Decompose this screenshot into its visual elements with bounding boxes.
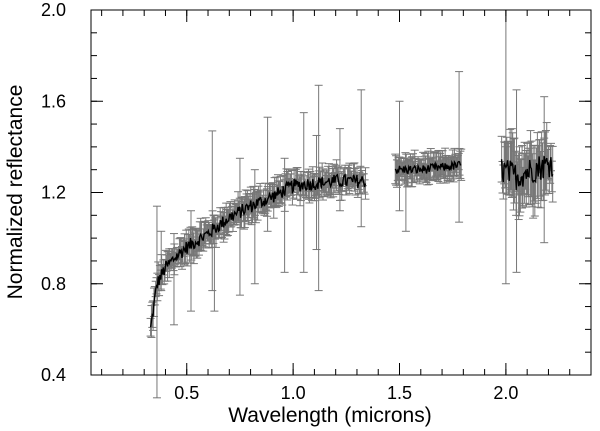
errorbars-layer — [146, 9, 557, 399]
outlier-errorbar — [280, 157, 289, 273]
outlier-errorbar — [395, 100, 404, 212]
outlier-errorbar — [312, 134, 321, 251]
data-series-nir-k-band — [500, 156, 554, 191]
outlier-errorbar — [335, 128, 344, 212]
outlier-errorbar — [152, 205, 161, 399]
y-axis-label: Normalized reflectance — [4, 85, 27, 300]
y-tick-label: 1.6 — [41, 91, 66, 111]
outlier-errorbar — [208, 130, 217, 292]
x-tick-label: 0.5 — [174, 383, 199, 403]
outlier-errorbar — [357, 89, 366, 228]
data-series-visible-1 — [149, 173, 367, 328]
outlier-errorbar — [210, 219, 219, 312]
x-axis-label: Wavelength (microns) — [228, 404, 431, 427]
outlier-errorbar — [455, 71, 464, 223]
errorbar-nir-h-band — [457, 148, 466, 181]
errorbar-visible-1 — [361, 167, 370, 200]
outlier-errorbar — [299, 112, 308, 273]
outlier-errorbar — [250, 169, 259, 285]
outlier-errorbar — [187, 210, 195, 312]
errorbar-nir-h-band — [391, 153, 400, 185]
x-tick-label: 2.0 — [493, 383, 518, 403]
x-tick-label: 1.0 — [281, 383, 306, 403]
outlier-errorbar — [157, 230, 166, 292]
data-line-layer — [149, 156, 554, 328]
y-tick-label: 2.0 — [41, 0, 66, 20]
y-tick-label: 0.4 — [41, 365, 66, 385]
outlier-errorbar — [401, 176, 410, 232]
outlier-errorbar — [169, 233, 178, 326]
y-tick-label: 0.8 — [41, 274, 66, 294]
y-tick-label: 1.2 — [41, 183, 66, 203]
outlier-errorbar — [263, 116, 272, 232]
axis-ticks: 0.5 1.0 1.5 2.0 0.4 0.8 1.2 1.6 2.0 — [41, 0, 591, 403]
x-tick-label: 1.5 — [387, 383, 412, 403]
outlier-errorbar — [235, 157, 244, 296]
data-series-nir-h-band — [394, 159, 462, 175]
